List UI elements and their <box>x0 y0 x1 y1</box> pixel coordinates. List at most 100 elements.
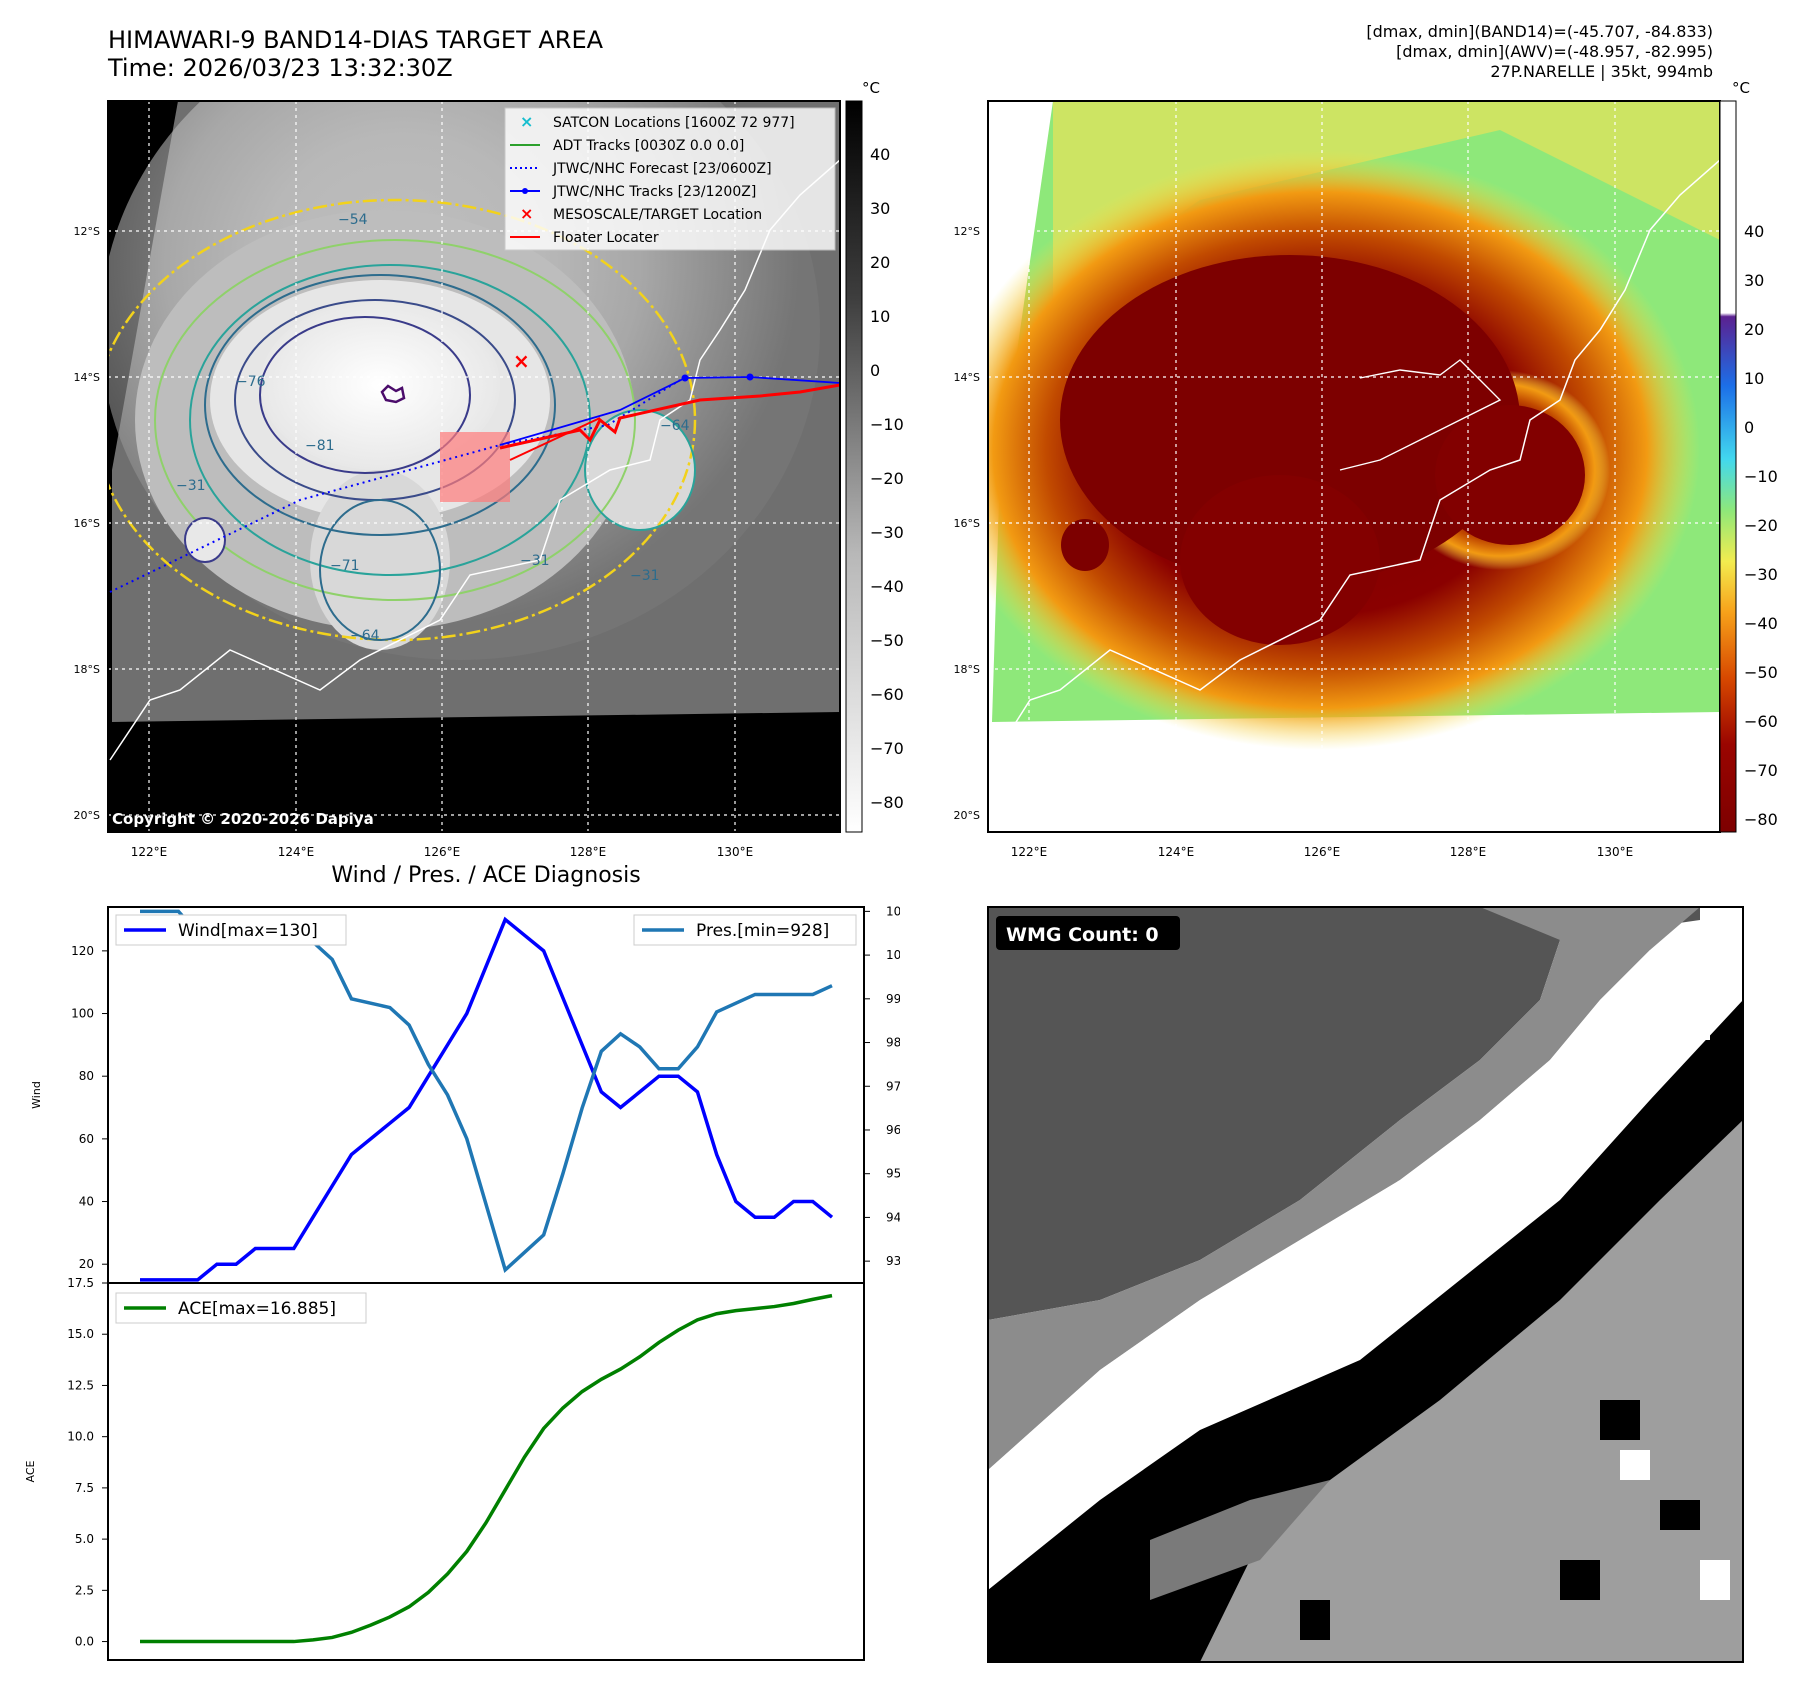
svg-text:−30: −30 <box>870 523 904 542</box>
svg-text:126°E: 126°E <box>1304 845 1341 859</box>
awv-gridlines <box>988 101 1720 832</box>
coastline <box>109 159 840 761</box>
legend-label-mesoscale: MESOSCALE/TARGET Location <box>553 207 762 223</box>
svg-text:128°E: 128°E <box>570 845 607 859</box>
svg-text:12°S: 12°S <box>74 225 100 238</box>
contour-outer <box>108 198 697 642</box>
wind-tick-label: 20 <box>79 1257 94 1271</box>
wind-tick-label: 80 <box>79 1069 94 1083</box>
svg-text:128°E: 128°E <box>1450 845 1487 859</box>
svg-text:−80: −80 <box>870 793 904 812</box>
svg-text:20: 20 <box>870 253 890 272</box>
svg-text:40: 40 <box>870 145 890 164</box>
pressure-tick-label: 950 <box>886 1167 900 1181</box>
svg-text:18°S: 18°S <box>74 663 100 676</box>
svg-text:122°E: 122°E <box>131 845 168 859</box>
ace-legend-label: ACE[max=16.885] <box>178 1299 336 1319</box>
diagnosis-title: Wind / Pres. / ACE Diagnosis <box>331 863 641 888</box>
left-lon-labels: 122°E 124°E 126°E 128°E 130°E <box>131 845 754 859</box>
svg-text:−81: −81 <box>305 438 335 454</box>
left-lat-labels: 12°S 14°S 16°S 18°S 20°S <box>74 225 100 822</box>
svg-text:30: 30 <box>870 199 890 218</box>
copyright-text: Copyright © 2020-2026 Dapiya <box>112 810 374 828</box>
right-colorbar: °C 40 30 20 10 0 −10 −20 −30 −40 −50 −60… <box>1720 80 1778 833</box>
svg-text:0: 0 <box>870 361 880 380</box>
pressure-tick-label: 940 <box>886 1210 900 1224</box>
figure-title: HIMAWARI-9 BAND14-DIAS TARGET AREA Time:… <box>108 26 603 82</box>
wind-tick-label: 60 <box>79 1132 94 1146</box>
awv-coastline <box>991 159 1720 761</box>
svg-text:−60: −60 <box>1744 712 1778 731</box>
ace-tick-label: 10.0 <box>67 1430 94 1444</box>
wind-pressure-axes: 20 40 60 80 100 120 930 940 950 960 970 980 990 1000 1… <box>30 904 900 1284</box>
legend-label-floater: Floater Locater <box>553 230 659 246</box>
wmg-count-badge <box>996 916 1180 950</box>
svg-text:10: 10 <box>1744 369 1764 388</box>
svg-text:16°S: 16°S <box>954 517 980 530</box>
left-satellite-map: × −54 −76 −81 −64 −31 −71 −31 −64 −31 × … <box>74 100 841 859</box>
svg-text:−40: −40 <box>1744 614 1778 633</box>
info-block: [dmax, dmin](BAND14)=(-45.707, -84.833) … <box>1366 22 1713 82</box>
svg-text:122°E: 122°E <box>1011 845 1048 859</box>
ace-plot-frame <box>107 1282 865 1661</box>
ace-tick-label: 15.0 <box>67 1327 94 1341</box>
svg-text:30: 30 <box>1744 271 1764 290</box>
svg-text:12°S: 12°S <box>954 225 980 238</box>
svg-text:16°S: 16°S <box>74 517 100 530</box>
right-lon-labels: 122°E 124°E 126°E 128°E 130°E <box>1011 845 1634 859</box>
pressure-tick-label: 980 <box>886 1036 900 1050</box>
title-line-1: HIMAWARI-9 BAND14-DIAS TARGET AREA <box>108 26 604 54</box>
svg-text:−54: −54 <box>338 212 368 228</box>
svg-text:126°E: 126°E <box>424 845 461 859</box>
left-colorbar: °C 40 30 20 10 0 −10 −20 −30 −40 −50 −60… <box>845 80 904 833</box>
svg-text:124°E: 124°E <box>278 845 315 859</box>
svg-text:18°S: 18°S <box>954 663 980 676</box>
right-colorbar-unit: °C <box>1732 80 1750 97</box>
wind-tick-label: 40 <box>79 1195 94 1209</box>
svg-text:124°E: 124°E <box>1158 845 1195 859</box>
map-legend: × × SATCON Locations [1600Z 72 977] ADT … <box>504 107 836 251</box>
pressure-tick-label: 990 <box>886 992 900 1006</box>
wmg-count-label: WMG Count: 0 <box>1006 924 1159 946</box>
right-awv-map: 12°S 14°S 16°S 18°S 20°S 122°E 124°E 126… <box>954 100 1721 859</box>
ace-tick-label: 17.5 <box>67 1276 94 1290</box>
ace-tick-label: 12.5 <box>67 1378 94 1392</box>
svg-text:14°S: 14°S <box>74 371 100 384</box>
svg-text:20°S: 20°S <box>954 809 980 822</box>
svg-text:−20: −20 <box>870 469 904 488</box>
svg-text:−10: −10 <box>870 415 904 434</box>
left-colorbar-unit: °C <box>862 80 880 97</box>
info-line-1: [dmax, dmin](BAND14)=(-45.707, -84.833) <box>1366 22 1713 41</box>
svg-text:−50: −50 <box>870 631 904 650</box>
ace-series-line <box>140 1293 833 1644</box>
ace-axes: 0.0 2.5 5.0 7.5 10.0 12.5 15.0 17.5 ACE ACE[max=1… <box>24 1276 865 1661</box>
svg-text:−31: −31 <box>176 478 206 494</box>
svg-text:−80: −80 <box>1744 810 1778 829</box>
svg-text:20: 20 <box>1744 320 1764 339</box>
info-line-3: 27P.NARELLE | 35kt, 994mb <box>1490 62 1713 81</box>
svg-text:−50: −50 <box>1744 663 1778 682</box>
satcon-marker-icon: × <box>520 112 533 131</box>
svg-text:130°E: 130°E <box>1597 845 1634 859</box>
legend-label-forecast: JTWC/NHC Forecast [23/0600Z] <box>552 161 772 177</box>
wind-tick-label: 100 <box>71 1007 94 1021</box>
svg-text:−70: −70 <box>870 739 904 758</box>
ace-tick-label: 2.5 <box>75 1583 94 1597</box>
pressure-tick-label: 960 <box>886 1123 900 1137</box>
pressure-tick-label: 1000 <box>886 948 900 962</box>
wind-legend-label: Wind[max=130] <box>178 921 318 941</box>
title-line-2: Time: 2026/03/23 13:32:30Z <box>108 54 453 82</box>
legend-label-satcon: SATCON Locations [1600Z 72 977] <box>553 115 795 131</box>
pressure-tick-label: 930 <box>886 1254 900 1268</box>
svg-text:40: 40 <box>1744 222 1764 241</box>
ace-axis-label: ACE <box>24 1460 37 1482</box>
svg-text:−20: −20 <box>1744 516 1778 535</box>
pressure-tick-label: 970 <box>886 1079 900 1093</box>
svg-text:−76: −76 <box>236 374 266 390</box>
wind-series-line <box>140 916 834 1282</box>
svg-text:−70: −70 <box>1744 761 1778 780</box>
info-line-2: [dmax, dmin](AWV)=(-48.957, -82.995) <box>1396 42 1713 61</box>
svg-text:20°S: 20°S <box>74 809 100 822</box>
ace-tick-label: 5.0 <box>75 1532 94 1546</box>
